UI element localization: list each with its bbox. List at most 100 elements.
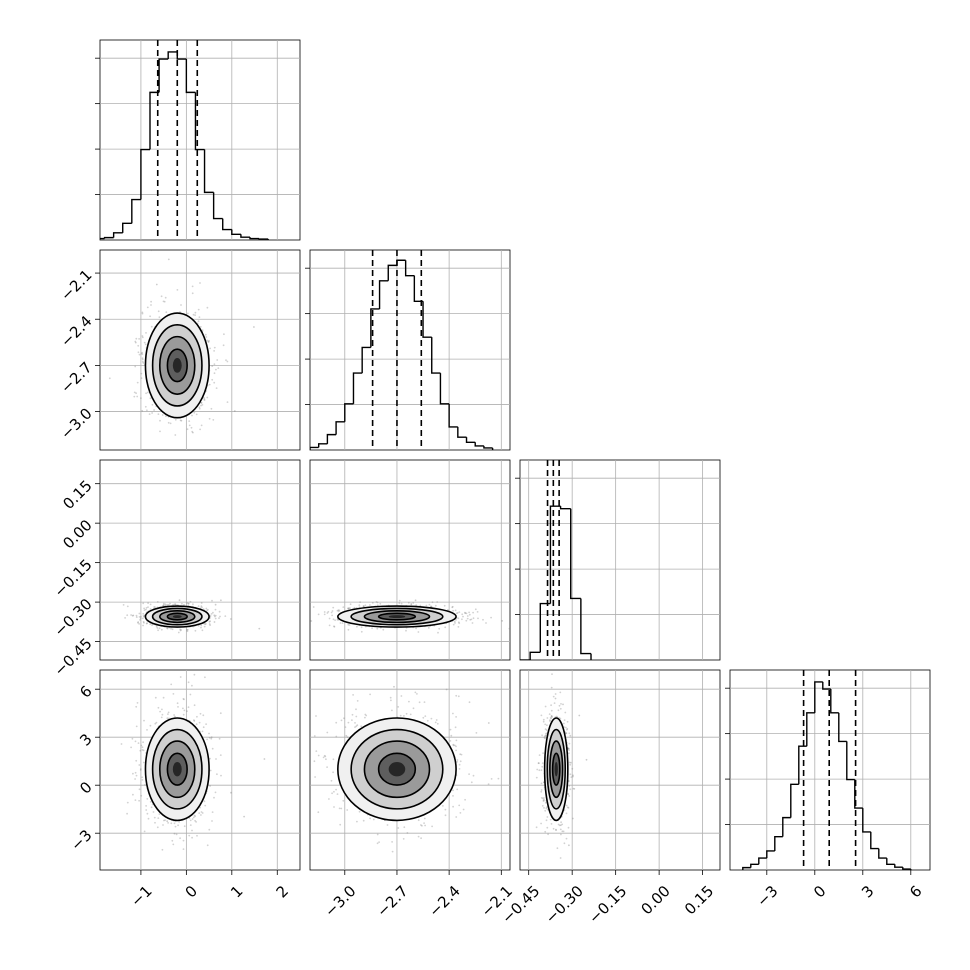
scatter-point [137, 621, 140, 623]
scatter-point [425, 604, 428, 607]
scatter-point [177, 631, 180, 634]
scatter-point [193, 814, 196, 817]
scatter-point [465, 612, 468, 615]
scatter-point [187, 602, 190, 605]
scatter-point [155, 625, 158, 628]
row2-y-ytick-label-2: −2.4 [57, 312, 95, 350]
scatter-point [558, 704, 561, 707]
scatter-point [356, 700, 359, 702]
scatter-point [327, 610, 330, 613]
scatter-point [160, 628, 163, 631]
scatter-point [541, 765, 544, 768]
scatter-point [452, 623, 455, 626]
scatter-point [140, 372, 143, 375]
scatter-point [200, 402, 203, 404]
scatter-point [567, 807, 570, 809]
scatter-point [194, 815, 197, 818]
scatter-point [141, 617, 144, 620]
scatter-point [414, 599, 417, 602]
scatter-point [204, 333, 207, 336]
hist-bar [750, 863, 759, 868]
scatter-point [164, 296, 167, 299]
scatter-point [376, 604, 379, 607]
scatter-point [423, 701, 426, 703]
scatter-point [545, 806, 548, 809]
hist-bar [439, 373, 450, 405]
scatter-point [204, 804, 207, 807]
scatter-point [403, 715, 405, 717]
scatter-point [155, 721, 158, 724]
scatter-point [457, 621, 460, 624]
contour-line [158, 335, 196, 395]
scatter-point [142, 614, 145, 617]
scatter-point [179, 628, 182, 631]
scatter-point [305, 777, 307, 779]
scatter-point [206, 339, 209, 342]
scatter-point [566, 727, 569, 730]
scatter-point [333, 625, 336, 628]
scatter-point [542, 752, 544, 754]
scatter-point [471, 622, 474, 624]
scatter-point [423, 817, 426, 820]
scatter-point [337, 610, 340, 613]
scatter-point [562, 703, 564, 706]
scatter-point [347, 607, 349, 610]
scatter-point [358, 810, 361, 813]
scatter-point [141, 409, 144, 412]
scatter-point [149, 801, 152, 803]
scatter-point [154, 696, 157, 699]
scatter-point [205, 336, 208, 338]
scatter-point [134, 365, 137, 368]
scatter-point [149, 724, 152, 727]
scatter-point [567, 793, 570, 796]
scatter-point [208, 383, 211, 386]
2d-p1-p4 [99, 669, 301, 871]
scatter-point [141, 351, 144, 354]
scatter-point [461, 618, 463, 621]
scatter-point [142, 620, 145, 623]
scatter-point [565, 812, 568, 815]
scatter-point [362, 605, 365, 608]
scatter-point [419, 604, 422, 607]
scatter-point [202, 726, 205, 729]
col2-x-xtick-label-0: −3.0 [321, 882, 359, 920]
scatter-point [585, 758, 588, 761]
scatter-point [349, 603, 352, 606]
col1-x-xtick-label-3: 2 [273, 882, 292, 901]
scatter-point [208, 828, 211, 831]
scatter-point [136, 702, 139, 704]
scatter-point [420, 837, 422, 840]
scatter-point [162, 604, 165, 607]
scatter-point [200, 404, 202, 407]
scatter-point [391, 841, 393, 843]
scatter-point [141, 336, 144, 339]
scatter-point [201, 812, 204, 814]
scatter-point [398, 602, 401, 605]
scatter-point [160, 716, 163, 719]
scatter-point [174, 603, 176, 605]
scatter-point [487, 722, 490, 724]
scatter-point [140, 744, 143, 747]
scatter-point [156, 601, 159, 603]
scatter-point [568, 761, 571, 764]
scatter-point [378, 841, 380, 843]
hist-bar [862, 808, 871, 833]
scatter-point [540, 769, 543, 772]
scatter-point [565, 837, 568, 840]
scatter-point [369, 817, 371, 820]
scatter-point [360, 626, 363, 629]
col4-x-xtick-label-1: 0 [810, 882, 829, 901]
scatter-point [551, 673, 553, 675]
scatter-point [550, 704, 552, 707]
scatter-point [457, 626, 460, 628]
scatter-point [137, 742, 140, 744]
scatter-point [198, 721, 201, 724]
scatter-point [544, 809, 547, 812]
hist-bar [870, 831, 879, 850]
row3-y-ytick-label-0: −0.45 [50, 635, 95, 680]
scatter-point [222, 344, 225, 347]
scatter-point [213, 346, 216, 349]
scatter-point [209, 769, 212, 772]
col4-x-xtick-label-2: 3 [858, 882, 877, 901]
scatter-point [409, 713, 412, 716]
